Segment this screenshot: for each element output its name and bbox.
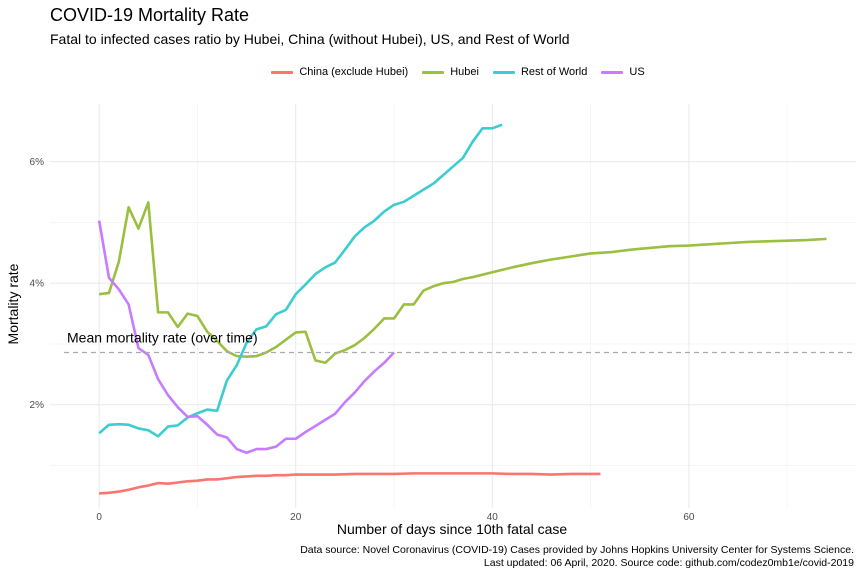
y-axis-title: Mortality rate	[5, 263, 21, 344]
legend-item: Rest of World	[492, 66, 588, 78]
legend-label: Hubei	[450, 66, 479, 78]
caption-line-2: Last updated: 06 April, 2020. Source cod…	[483, 557, 854, 569]
series-line-us	[97, 220, 395, 455]
legend-label: China (exclude Hubei)	[299, 66, 409, 78]
y-tick-label: 2%	[30, 400, 45, 411]
y-tick-label: 6%	[30, 157, 45, 168]
series-line-rest-of-world	[98, 123, 503, 438]
legend-item: Hubei	[422, 66, 479, 78]
series-layer	[97, 123, 827, 495]
grid-minor	[50, 104, 856, 508]
legend-item: China (exclude Hubei)	[271, 66, 408, 78]
legend-label: Rest of World	[520, 66, 588, 78]
chart-legend: China (exclude Hubei) Hubei Rest of World U…	[0, 66, 864, 82]
y-tick-label: 4%	[30, 279, 45, 290]
legend-item: US	[601, 66, 645, 78]
mean-reference-label: Mean mortality rate (over time)	[67, 329, 258, 345]
x-tick-label: 40	[487, 512, 499, 523]
tick-labels: 0 20 40 60 2% 4% 6%	[30, 157, 695, 523]
legend-items: China (exclude Hubei) Hubei Rest of World U…	[52, 66, 864, 78]
series-line-hubei	[98, 201, 827, 365]
x-tick-label: 20	[290, 512, 302, 523]
legend-key	[271, 70, 294, 74]
x-tick-label: 60	[683, 512, 695, 523]
series-line-china-exclude-hubei	[99, 472, 601, 495]
legend-label: US	[629, 66, 645, 78]
legend-key	[492, 70, 515, 74]
x-axis-title: Number of days since 10th fatal case	[337, 521, 568, 537]
caption-line-1: Data source: Novel Coronavirus (COVID-19…	[300, 544, 854, 556]
grid-major	[50, 104, 856, 508]
chart-subtitle: Fatal to infected cases ratio by Hubei, …	[50, 31, 570, 47]
reference-layer: Mean mortality rate (over time)	[64, 329, 854, 354]
chart-title: COVID-19 Mortality Rate	[50, 5, 250, 25]
x-tick-label: 0	[96, 512, 102, 523]
legend-key	[601, 70, 624, 74]
chart-caption: Data source: Novel Coronavirus (COVID-19…	[300, 544, 854, 570]
legend-key	[422, 70, 445, 74]
